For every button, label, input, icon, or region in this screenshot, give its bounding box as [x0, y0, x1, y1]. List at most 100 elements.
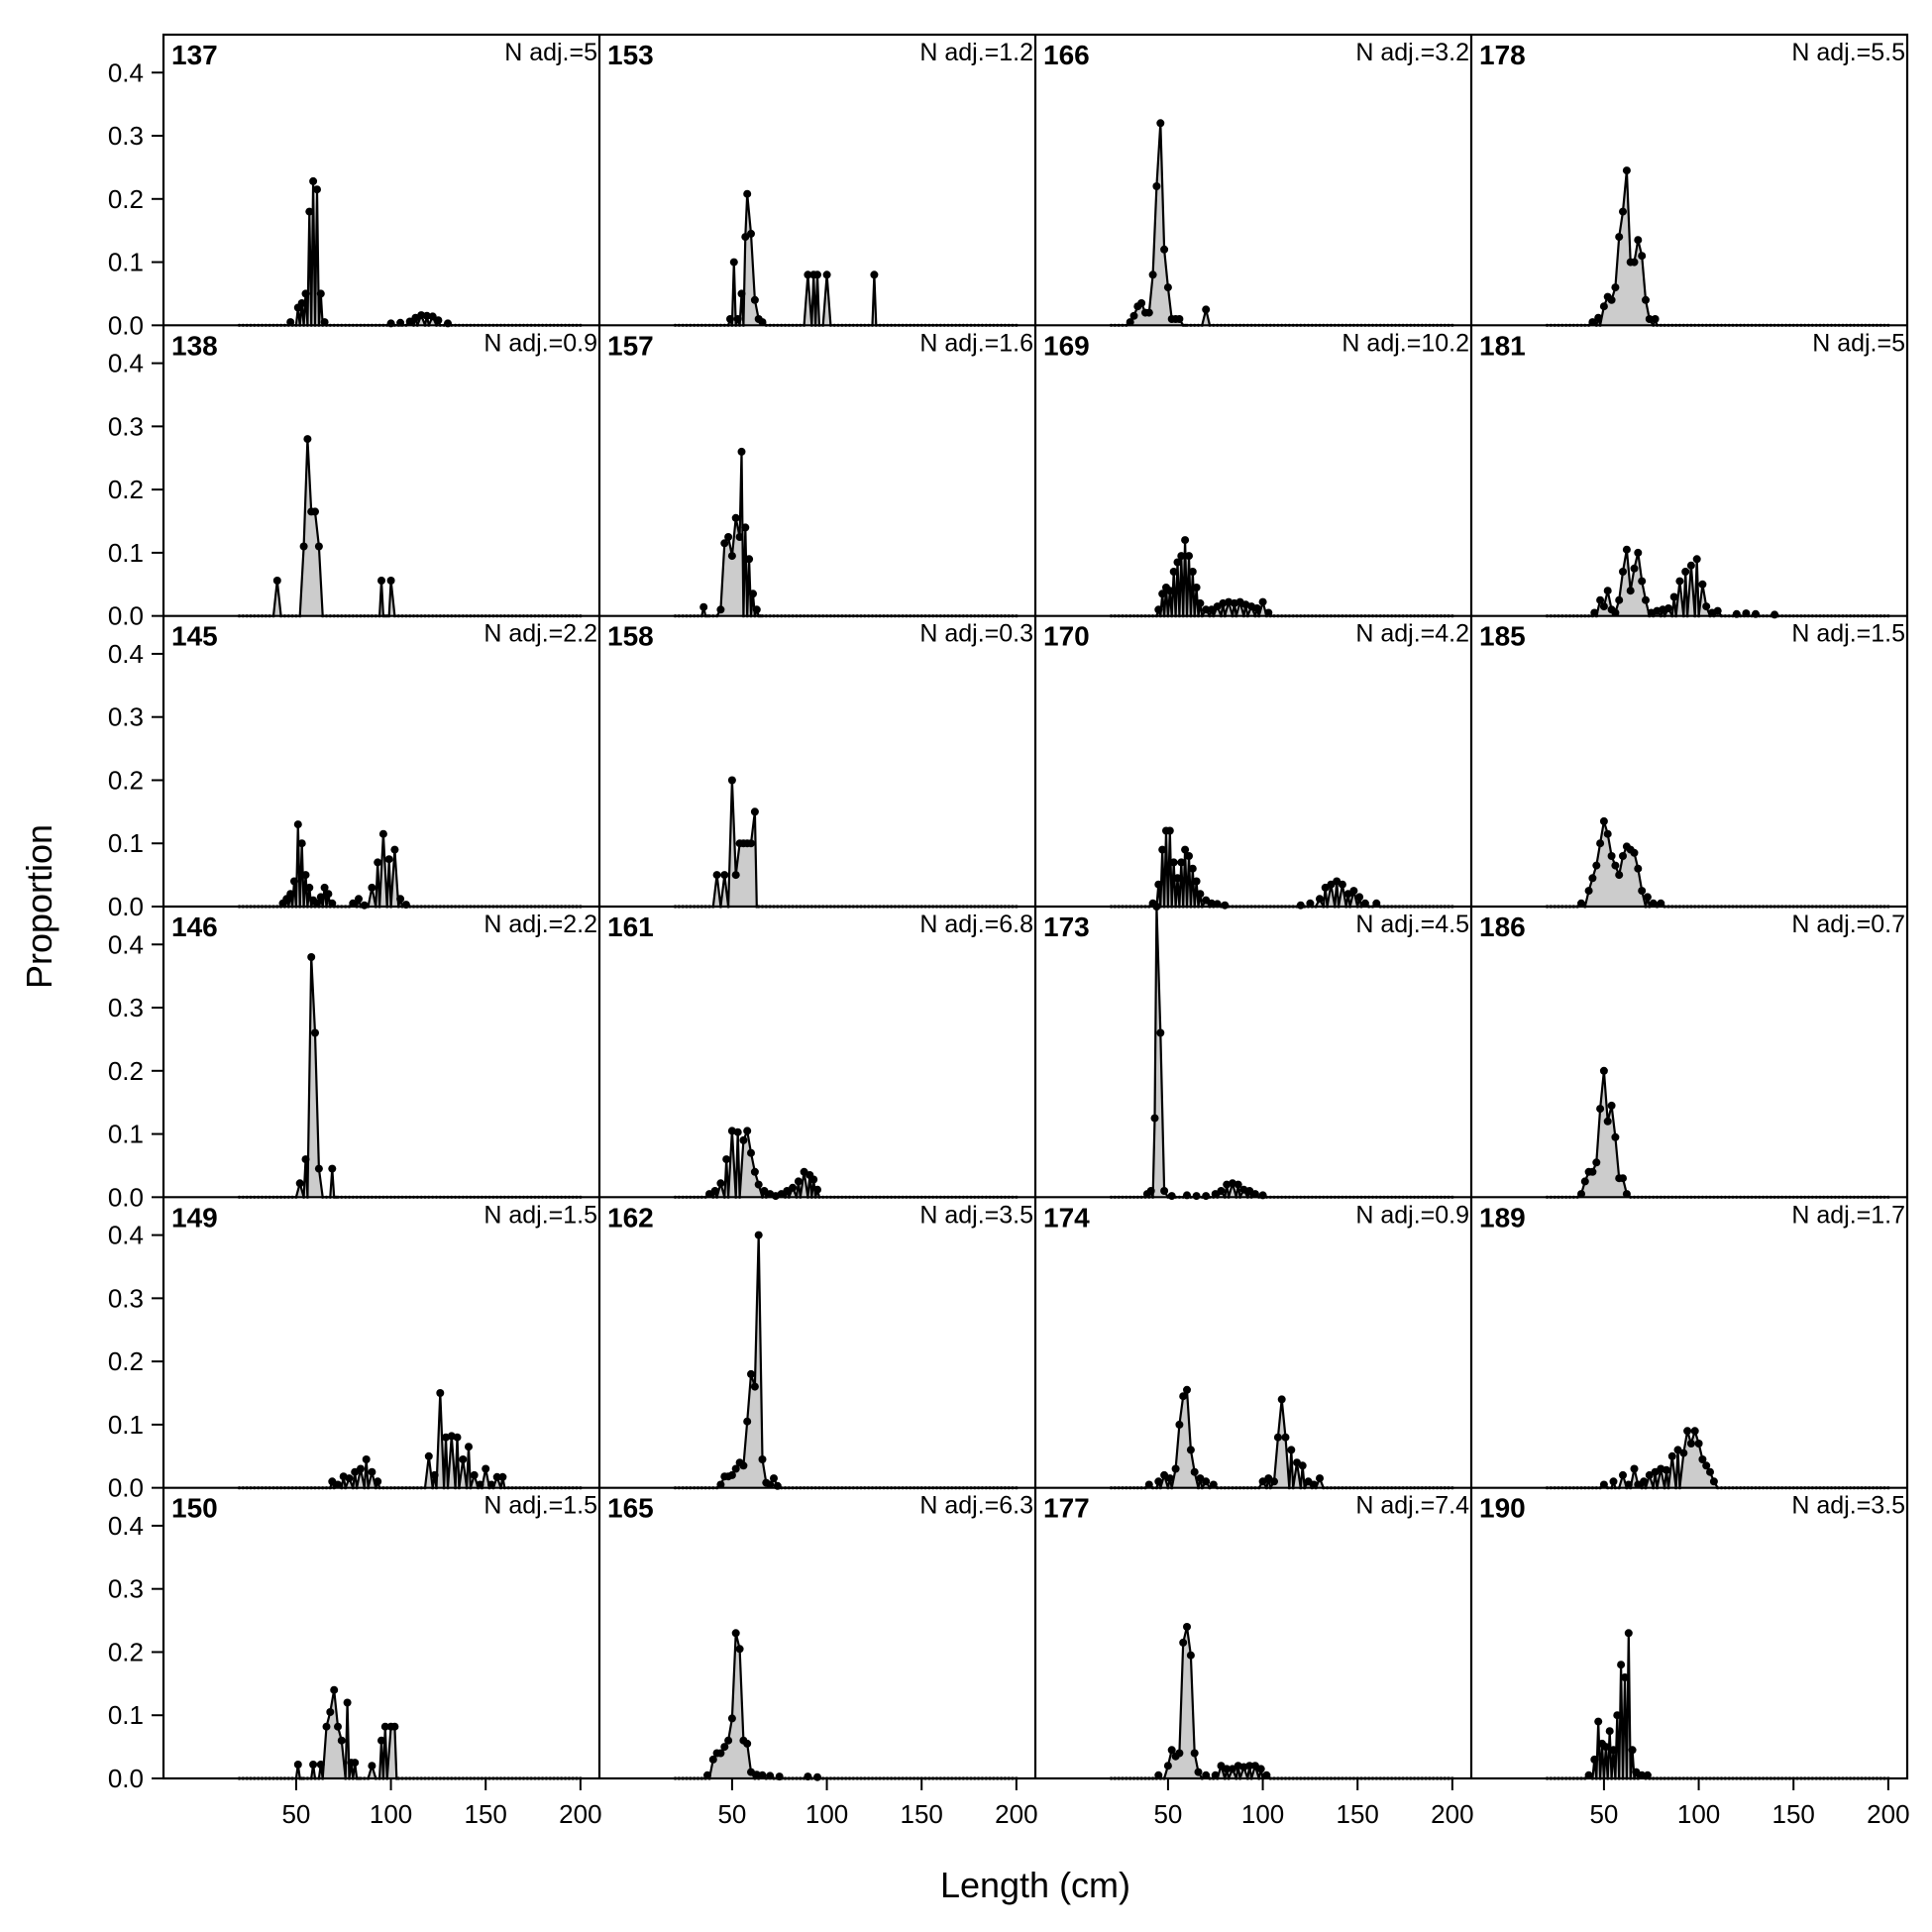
- panel-157-point: [735, 533, 744, 541]
- panel-149-point: [459, 1455, 468, 1463]
- panel-185-point: [1657, 899, 1665, 908]
- panel-189-point: [1683, 1427, 1692, 1436]
- panel-177-id: 177: [1043, 1493, 1090, 1524]
- panel-174: 174 N adj.=0.9: [1043, 1201, 1469, 1490]
- panel-145-point: [384, 855, 393, 864]
- panel-181-point: [1681, 568, 1690, 576]
- panel-178-point: [1611, 283, 1620, 292]
- panel-138: 138 N adj.=0.9: [171, 329, 597, 618]
- panel-170-point: [1316, 895, 1324, 904]
- panel-153-point: [737, 289, 746, 298]
- panel-150-point: [337, 1736, 346, 1745]
- panel-170-point: [1355, 893, 1364, 902]
- y-tick-label: 0.4: [108, 57, 144, 87]
- panel-166-point: [1160, 245, 1169, 254]
- x-tick-label: 200: [995, 1799, 1037, 1829]
- panel-185-point: [1607, 852, 1616, 860]
- panel-145-point: [305, 883, 314, 892]
- panel-178: 178 N adj.=5.5: [1479, 39, 1905, 327]
- panel-185-point: [1615, 871, 1624, 880]
- panel-153-area: [675, 193, 1017, 326]
- y-tick-label: 0.4: [108, 349, 144, 378]
- panel-137-point: [313, 185, 321, 194]
- panel-137-point: [297, 299, 306, 307]
- panel-146-point: [314, 1164, 323, 1173]
- panel-190-point: [1617, 1661, 1626, 1669]
- panel-158-id: 158: [607, 621, 654, 652]
- panel-166-point: [1202, 305, 1211, 314]
- panel-173-point: [1150, 1114, 1159, 1123]
- panel-161-point: [813, 1185, 821, 1194]
- panel-181-point: [1642, 595, 1650, 604]
- panel-181-point: [1634, 548, 1643, 557]
- panel-149-point: [362, 1455, 371, 1463]
- panel-173-point: [1217, 1187, 1226, 1195]
- y-tick-label: 0.0: [108, 310, 144, 340]
- panel-169-point: [1252, 604, 1261, 612]
- panel-158: 158 N adj.=0.3: [607, 620, 1033, 909]
- panel-170-point: [1165, 826, 1174, 835]
- panel-158-point: [731, 871, 740, 880]
- panel-145-point: [293, 820, 302, 829]
- panel-189-point: [1690, 1427, 1699, 1436]
- panel-169-point: [1202, 605, 1211, 614]
- panel-150-point: [322, 1722, 331, 1731]
- panel-153-point: [870, 270, 879, 279]
- x-tick-label: 200: [1867, 1799, 1909, 1829]
- y-tick-label: 0.1: [108, 1700, 144, 1730]
- panel-137-point: [434, 316, 443, 325]
- panel-146-area: [239, 957, 581, 1198]
- panel-145: 145 N adj.=2.2: [171, 620, 597, 910]
- y-tick-label: 0.3: [108, 411, 144, 441]
- y-tick-label: 0.4: [108, 1221, 144, 1250]
- panel-165-id: 165: [607, 1493, 654, 1524]
- panel-189-point: [1619, 1470, 1627, 1479]
- panel-189-point: [1706, 1467, 1714, 1476]
- panel-169-point: [1185, 552, 1193, 561]
- panel-161-point: [754, 1180, 763, 1189]
- panel-157-point: [741, 523, 750, 532]
- panel-149-point: [470, 1470, 479, 1479]
- panel-173-point: [1146, 1187, 1155, 1195]
- panel-150-point: [343, 1698, 352, 1707]
- panel-190: 190 N adj.=3.5: [1479, 1492, 1905, 1780]
- panel-173-nadj: N adj.=4.5: [1355, 911, 1469, 938]
- panel-149-point: [368, 1467, 376, 1476]
- panel-149-nadj: N adj.=1.5: [483, 1201, 597, 1229]
- panel-149: 149 N adj.=1.5: [171, 1201, 597, 1490]
- y-tick-label: 0.0: [108, 601, 144, 631]
- x-tick-label: 50: [1153, 1799, 1182, 1829]
- panel-189-line: [1547, 1430, 1888, 1489]
- panel-178-point: [1619, 207, 1627, 216]
- panel-145-point: [324, 890, 333, 899]
- panel-166-point: [1156, 119, 1165, 128]
- panel-185-point: [1577, 899, 1585, 908]
- panel-170-point: [1177, 858, 1186, 867]
- panel-145-point: [360, 901, 369, 910]
- panel-150: 150 N adj.=1.5: [171, 1492, 597, 1780]
- panel-174-point: [1287, 1446, 1296, 1454]
- panel-173-line: [1111, 905, 1452, 1199]
- panel-137-point: [405, 317, 414, 326]
- panel-170-point: [1181, 845, 1190, 854]
- panel-178-area: [1547, 170, 1888, 326]
- panel-170-point: [1372, 899, 1381, 908]
- panel-145-point: [349, 899, 358, 908]
- panel-181-point: [1622, 545, 1631, 554]
- panel-186-point: [1599, 1066, 1608, 1075]
- y-tick-label: 0.4: [108, 639, 144, 669]
- panel-185-point: [1638, 887, 1647, 896]
- panel-186-point: [1580, 1177, 1589, 1186]
- panel-145-point: [286, 890, 295, 899]
- y-tick-label: 0.0: [108, 1182, 144, 1212]
- panel-161-point: [809, 1175, 818, 1184]
- panel-149-point: [430, 1470, 439, 1479]
- panel-138-point: [377, 577, 385, 585]
- panel-177-area: [1111, 1627, 1452, 1778]
- panel-162-point: [747, 1369, 755, 1378]
- panel-178-point: [1588, 318, 1597, 327]
- panel-166: 166 N adj.=3.2: [1043, 39, 1469, 327]
- panel-178-line: [1547, 169, 1888, 327]
- panel-137-point: [309, 176, 318, 185]
